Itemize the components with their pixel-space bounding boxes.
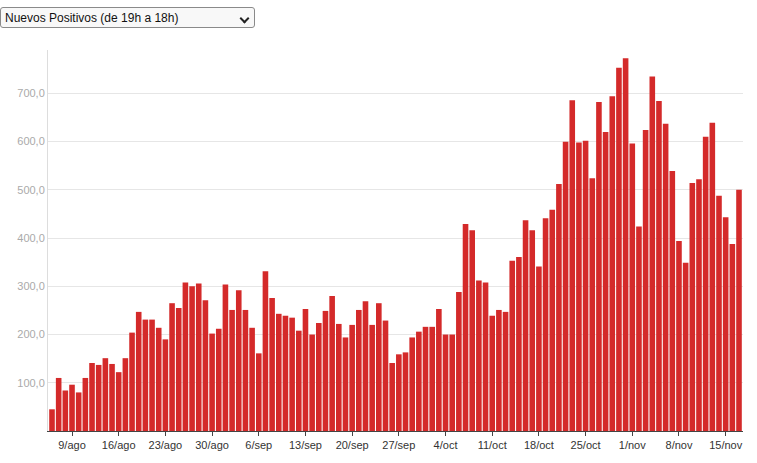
svg-text:11/oct: 11/oct <box>478 439 507 451</box>
svg-text:600,0: 600,0 <box>17 135 45 147</box>
svg-text:27/sep: 27/sep <box>382 439 415 451</box>
svg-text:400,0: 400,0 <box>17 232 45 244</box>
svg-text:16/ago: 16/ago <box>102 439 136 451</box>
svg-text:23/ago: 23/ago <box>149 439 183 451</box>
svg-text:500,0: 500,0 <box>17 184 45 196</box>
svg-text:4/oct: 4/oct <box>434 439 458 451</box>
svg-text:6/sep: 6/sep <box>245 439 272 451</box>
svg-text:700,0: 700,0 <box>17 87 45 99</box>
svg-text:100,0: 100,0 <box>17 377 45 389</box>
svg-text:300,0: 300,0 <box>17 280 45 292</box>
svg-text:8/nov: 8/nov <box>666 439 693 451</box>
svg-text:15/nov: 15/nov <box>709 439 743 451</box>
svg-text:20/sep: 20/sep <box>336 439 369 451</box>
svg-text:13/sep: 13/sep <box>289 439 322 451</box>
svg-text:30/ago: 30/ago <box>195 439 229 451</box>
svg-text:1/nov: 1/nov <box>619 439 646 451</box>
svg-text:18/oct: 18/oct <box>524 439 554 451</box>
svg-text:9/ago: 9/ago <box>58 439 86 451</box>
svg-text:200,0: 200,0 <box>17 328 45 340</box>
svg-text:25/oct: 25/oct <box>571 439 601 451</box>
html-text:Nuevos Positivos (de 19h a 18h: Nuevos Positivos (de 19h a 18h) <box>5 11 179 25</box>
